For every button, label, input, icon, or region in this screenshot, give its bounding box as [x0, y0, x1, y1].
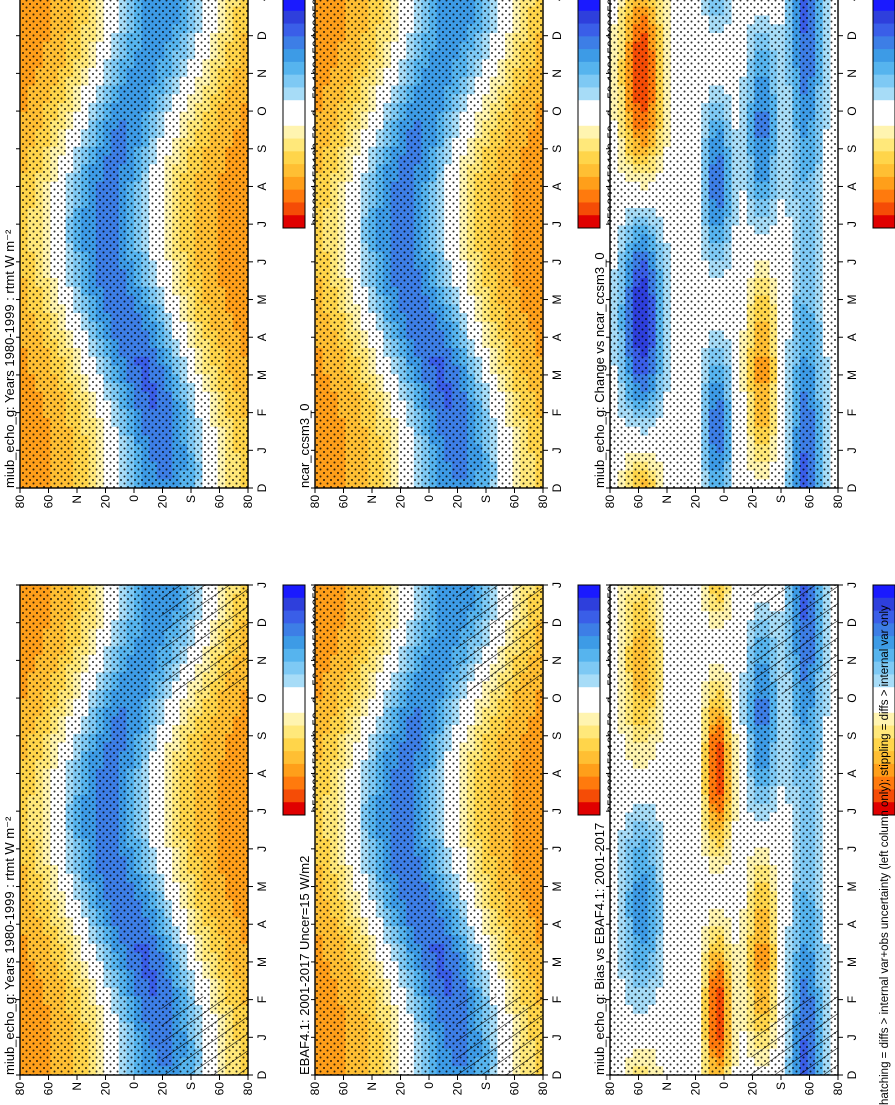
- colorbar-swatch: [578, 610, 600, 624]
- x-tick-label: D: [550, 1070, 564, 1079]
- y-tick-label: 0: [422, 1082, 436, 1089]
- x-tick-label: J: [550, 846, 564, 852]
- y-tick-label: 80: [308, 1082, 322, 1096]
- colorbar-swatch: [283, 699, 305, 713]
- colorbar-swatch: [283, 737, 305, 752]
- colorbar-swatch: [578, 750, 600, 764]
- colorbar-swatch: [283, 763, 305, 777]
- colorbar-swatch: [283, 750, 305, 764]
- colorbar-swatch: [283, 776, 305, 790]
- x-tick-label: O: [255, 693, 269, 702]
- colorbar-swatch: [578, 635, 600, 649]
- y-tick-label: S: [479, 1082, 493, 1090]
- x-tick-label: D: [550, 618, 564, 627]
- colorbar-swatch: [578, 763, 600, 777]
- colorbar-swatch: [578, 597, 600, 611]
- colorbar-swatch: [283, 610, 305, 624]
- colorbar-swatch: [283, 712, 305, 726]
- panel-3: miub_echo_g: Bias vs EBAF4.1: 2001-2017 D…: [592, 582, 895, 1095]
- colorbar-swatch: [578, 712, 600, 726]
- y-tick-label: 20: [451, 1082, 465, 1096]
- x-tick-label: M: [550, 957, 564, 967]
- colorbar-swatch: [578, 776, 600, 790]
- y-tick-label: S: [184, 1082, 198, 1090]
- colorbar-swatch: [578, 584, 600, 598]
- colorbar-swatch: [578, 699, 600, 713]
- x-tick-label: D: [255, 1070, 269, 1079]
- y-tick-label: 80: [241, 1082, 255, 1096]
- y-tick-label: 80: [536, 1082, 550, 1096]
- x-tick-label: N: [550, 656, 564, 665]
- colorbar-swatch: [578, 789, 600, 803]
- panel-title: EBAF4.1: 2001-2017 Uncer=15 W/m2: [297, 856, 312, 1075]
- colorbar-swatch: [283, 661, 305, 675]
- panel-1: miub_echo_g: Years 1980-1999 : rtmt W m⁻…: [2, 582, 324, 1095]
- x-tick-label: M: [255, 882, 269, 892]
- colorbar-swatch: [283, 648, 305, 662]
- x-tick-label: D: [255, 618, 269, 627]
- colorbar-swatch: [283, 801, 305, 815]
- y-tick-label: 60: [337, 1082, 351, 1096]
- x-tick-label: J: [255, 582, 269, 588]
- y-tick-label: 20: [99, 1082, 113, 1096]
- y-tick-label: N: [70, 1082, 84, 1091]
- y-tick-label: 60: [508, 1082, 522, 1096]
- x-tick-label: A: [550, 920, 564, 928]
- colorbar-swatch: [578, 661, 600, 675]
- panel-title: miub_echo_g: Years 1980-1999 : rtmt W m⁻…: [2, 816, 17, 1075]
- colorbar-swatch: [578, 622, 600, 637]
- colorbar-swatch: [578, 737, 600, 752]
- x-tick-label: S: [255, 732, 269, 740]
- x-tick-label: J: [255, 808, 269, 814]
- y-tick-label: 60: [213, 1082, 227, 1096]
- x-tick-label: J: [550, 582, 564, 588]
- x-tick-label: J: [550, 1034, 564, 1040]
- colorbar-swatch: [283, 597, 305, 611]
- x-tick-label: A: [550, 769, 564, 777]
- x-tick-label: M: [255, 957, 269, 967]
- y-tick-label: 20: [156, 1082, 170, 1096]
- colorbar-swatch: [283, 584, 305, 598]
- y-tick-label: 20: [394, 1082, 408, 1096]
- hatching: [456, 584, 543, 693]
- y-tick-label: 80: [13, 1082, 27, 1096]
- x-tick-label: J: [550, 808, 564, 814]
- colorbar-swatch: [578, 674, 600, 688]
- y-tick-label: N: [365, 1082, 379, 1091]
- hatching: [161, 996, 248, 1075]
- y-tick-label: 60: [42, 1082, 56, 1096]
- colorbar-swatch: [283, 725, 305, 739]
- x-tick-label: J: [255, 1034, 269, 1040]
- x-tick-label: F: [255, 996, 269, 1003]
- colorbar-swatch: [283, 622, 305, 637]
- x-tick-label: M: [550, 882, 564, 892]
- y-tick-label: 0: [127, 1082, 141, 1089]
- panel-2: EBAF4.1: 2001-2017 Uncer=15 W/m2 D J F M A M J J…: [297, 582, 619, 1095]
- colorbar-swatch: [283, 635, 305, 649]
- x-tick-label: N: [255, 656, 269, 665]
- colorbar-swatch: [283, 686, 305, 700]
- colorbar-swatch: [578, 648, 600, 662]
- colorbar-swatch: [578, 725, 600, 739]
- x-tick-label: F: [550, 996, 564, 1003]
- x-tick-label: A: [255, 769, 269, 777]
- colorbar-swatch: [283, 789, 305, 803]
- hatching: [161, 584, 248, 693]
- colorbar-swatch: [283, 674, 305, 688]
- x-tick-label: A: [255, 920, 269, 928]
- colorbar-swatch: [578, 686, 600, 700]
- x-tick-label: J: [255, 846, 269, 852]
- x-tick-label: S: [550, 732, 564, 740]
- colorbar-swatch: [578, 801, 600, 815]
- hatching: [456, 996, 543, 1075]
- x-tick-label: O: [550, 693, 564, 702]
